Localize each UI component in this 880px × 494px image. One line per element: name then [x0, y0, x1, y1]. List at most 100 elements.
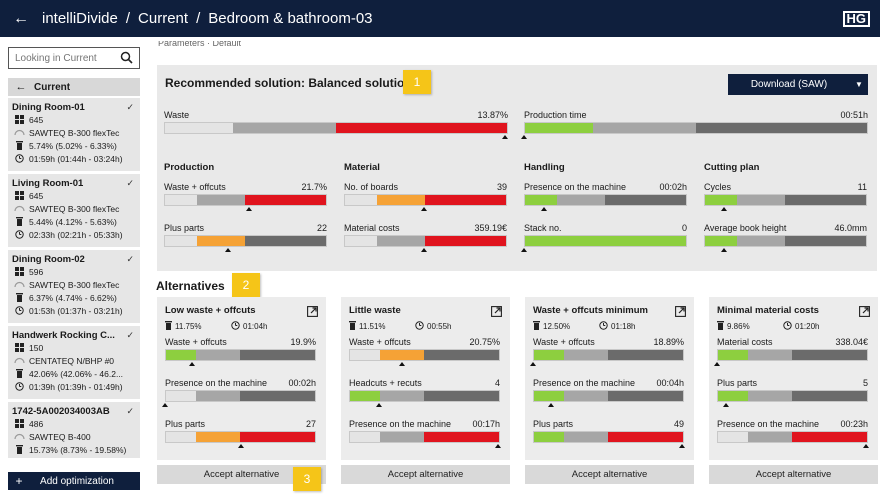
metric-header: Plus parts 27	[165, 418, 316, 431]
parameters-breadcrumb[interactable]: Parameters · Default	[158, 41, 242, 48]
metric-label: Waste	[164, 110, 190, 120]
metric-value: 00:17h	[472, 419, 500, 429]
search-box[interactable]	[8, 47, 140, 69]
bar-segment	[233, 123, 336, 133]
metric-bar	[533, 431, 684, 443]
search-icon[interactable]	[120, 51, 133, 69]
bar-segment	[557, 195, 606, 205]
optimization-item[interactable]: Dining Room-01 ✓ 645 SAWTEQ B-300 flexTec 5.…	[8, 98, 140, 171]
bar-segment	[608, 350, 683, 360]
alternative-summary: 11.75% 01:04h	[165, 321, 315, 332]
alternative-waste-value: 11.75%	[175, 322, 202, 331]
bar-segment	[718, 432, 748, 442]
optimization-item[interactable]: Living Room-01 ✓ 645 SAWTEQ B-300 flexTec 5.…	[8, 174, 140, 247]
bar-marker-icon	[720, 207, 727, 211]
back-arrow-icon[interactable]: ←	[13, 9, 29, 27]
alternative-card: Little waste 11.51% 00:55h Waste + offcuts 2…	[341, 297, 510, 460]
breadcrumb-app[interactable]: intelliDivide	[42, 10, 118, 27]
machine-icon	[12, 433, 26, 440]
optimization-time: 02:33h (02:21h - 05:33h)	[12, 228, 136, 241]
waste-icon	[12, 445, 26, 454]
cycles-metric: Cycles 11	[704, 181, 867, 211]
bar-segment	[245, 236, 326, 246]
metric-bar	[164, 122, 508, 134]
breadcrumb-job: Bedroom & bathroom-03	[208, 10, 373, 27]
recommended-solution-title: Recommended solution: Balanced solution	[165, 76, 412, 90]
waste-icon	[717, 321, 724, 332]
optimization-item[interactable]: 1742-5A002034003AB ✓ 486 SAWTEQ B-400 15.73%…	[8, 402, 140, 458]
bar-marker-icon	[495, 444, 502, 448]
boards-icon	[12, 115, 26, 124]
waste-icon	[12, 217, 26, 226]
plus-parts-metric: Plus parts 22	[164, 222, 327, 252]
bar-marker-icon	[863, 444, 870, 448]
bar-segment	[792, 432, 867, 442]
metric-value: 00:02h	[288, 378, 316, 388]
metric-label: Presence on the machine	[717, 419, 820, 429]
metric-value: 00:51h	[840, 110, 868, 120]
checkmark-icon: ✓	[126, 330, 134, 340]
metric-bar	[717, 431, 868, 443]
optimization-time-value: 02:33h (02:21h - 05:33h)	[29, 229, 123, 240]
caret-down-icon[interactable]: ▼	[855, 80, 863, 89]
bar-segment	[379, 350, 425, 360]
optimization-machine-value: CENTATEQ N/BHP #0	[29, 355, 115, 366]
breadcrumb-current[interactable]: Current	[138, 10, 189, 27]
metric-label: Stack no.	[524, 223, 562, 233]
bar-segment	[695, 123, 867, 133]
alternative-card: Minimal material costs 9.86% 01:20h Materia…	[709, 297, 878, 460]
metric-label: Production time	[524, 110, 587, 120]
step-badge-1: 1	[403, 70, 431, 94]
optimization-boards-value: 486	[29, 418, 44, 429]
accept-alternative-button[interactable]: Accept alternative	[525, 465, 694, 484]
bar-segment	[166, 432, 196, 442]
optimization-machine: SAWTEQ B-300 flexTec	[12, 202, 136, 215]
bar-segment	[608, 432, 683, 442]
metric-value: 0	[681, 223, 687, 233]
metric-value: 18.89%	[653, 337, 684, 347]
current-folder-header[interactable]: ← Current	[8, 78, 140, 96]
alternative-card: Waste + offcuts minimum 12.50% 01:18h Waste…	[525, 297, 694, 460]
optimization-time-value: 01:53h (01:37h - 03:21h)	[29, 305, 123, 316]
accept-alternative-button[interactable]: Accept alternative	[709, 465, 878, 484]
open-external-icon[interactable]	[675, 304, 686, 322]
presence-metric: Presence on the machine 00:02h	[524, 181, 687, 211]
bar-segment	[525, 236, 686, 246]
machine-icon	[12, 357, 26, 364]
bar-segment	[425, 195, 506, 205]
open-external-icon[interactable]	[491, 304, 502, 322]
add-optimization-button[interactable]: + Add optimization	[8, 472, 140, 490]
optimization-item[interactable]: Handwerk Rocking C... ✓ 150 CENTATEQ N/BHP …	[8, 326, 140, 399]
metric-bar	[165, 349, 316, 361]
open-external-icon[interactable]	[859, 304, 870, 322]
download-button[interactable]: Download (SAW) ▼	[728, 74, 868, 95]
open-external-icon[interactable]	[307, 304, 318, 322]
optimization-boards-value: 150	[29, 342, 44, 353]
optimization-list: Dining Room-01 ✓ 645 SAWTEQ B-300 flexTec 5.…	[8, 98, 140, 461]
bar-segment	[195, 391, 241, 401]
optimization-name: Dining Room-02	[12, 254, 85, 265]
metric-header: Waste + offcuts 18.89%	[533, 336, 684, 349]
bar-segment	[240, 391, 315, 401]
alternative-waste: 11.51%	[349, 321, 415, 332]
bar-segment	[245, 195, 326, 205]
boards-icon	[12, 343, 26, 352]
boards-icon	[12, 191, 26, 200]
metric-label: Material costs	[344, 223, 400, 233]
optimization-boards-value: 596	[29, 266, 44, 277]
alternative-metric: Presence on the machine 00:02h	[162, 377, 316, 407]
accept-alternative-button[interactable]: Accept alternative	[341, 465, 510, 484]
bar-segment	[792, 391, 867, 401]
optimization-machine-value: SAWTEQ B-400	[29, 431, 91, 442]
accept-alternative-button[interactable]: Accept alternative	[157, 465, 326, 484]
bar-segment	[593, 123, 696, 133]
bar-segment	[166, 391, 196, 401]
bar-segment	[195, 350, 241, 360]
alternative-metric: Presence on the machine 00:17h	[349, 418, 502, 448]
bar-segment	[792, 350, 867, 360]
back-arrow-icon[interactable]: ←	[15, 81, 27, 93]
search-input[interactable]	[9, 48, 117, 69]
alternative-card: Low waste + offcuts 11.75% 01:04h Waste + o…	[157, 297, 326, 460]
optimization-item[interactable]: Dining Room-02 ✓ 596 SAWTEQ B-300 flexTec 6.…	[8, 250, 140, 323]
bar-segment	[563, 391, 609, 401]
